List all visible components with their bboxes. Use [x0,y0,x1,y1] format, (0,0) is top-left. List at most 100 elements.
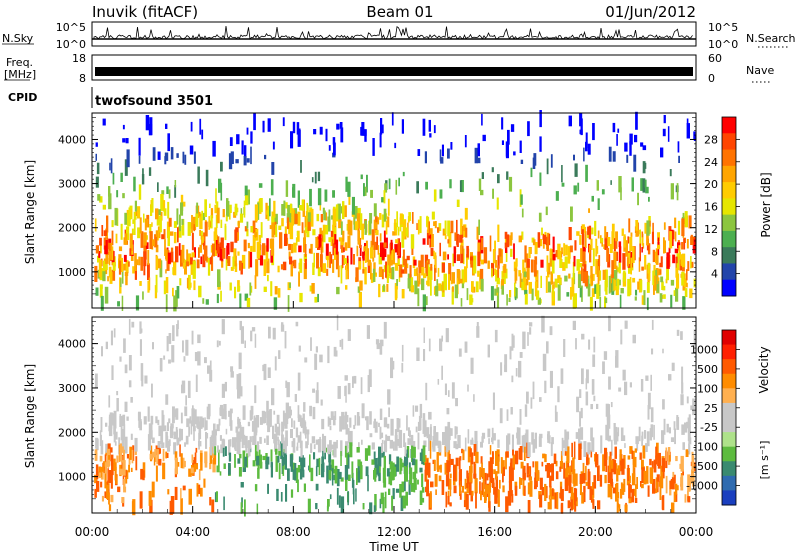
heatmap-cell [122,124,125,130]
heatmap-cell [562,440,566,448]
heatmap-cell [394,283,398,301]
heatmap-cell [278,423,281,436]
heatmap-cell [600,435,603,454]
heatmap-cell [268,409,272,428]
heatmap-cell [104,470,107,489]
heatmap-cell [235,426,239,433]
heatmap-cell [369,502,373,515]
heatmap-cell [228,153,233,170]
heatmap-cell [360,213,363,231]
heatmap-cell [181,384,185,394]
heatmap-cell [494,268,497,275]
heatmap-cell [334,248,337,260]
heatmap-cell [113,328,116,338]
heatmap-cell [613,238,616,252]
heatmap-cell [185,261,190,267]
heatmap-cell [404,466,407,482]
heatmap-cell [133,176,136,192]
heatmap-cell [687,426,691,442]
heatmap-cell [660,147,664,158]
heatmap-cell [201,210,203,221]
heatmap-cell [110,494,114,503]
heatmap-cell [347,428,350,444]
heatmap-cell [640,483,644,489]
heatmap-cell [679,259,681,271]
heatmap-cell [178,225,182,238]
heatmap-cell [616,482,619,498]
heatmap-cell [390,418,394,436]
heatmap-cell [324,189,328,202]
heatmap-cell [94,218,97,232]
heatmap-cell [378,422,380,427]
freq-units: [MHz] [4,68,36,81]
heatmap-cell [369,411,372,425]
heatmap-cell [345,474,348,491]
heatmap-cell [128,464,130,473]
heatmap-cell [233,255,237,267]
heatmap-cell [650,474,653,484]
heatmap-cell [145,242,149,249]
heatmap-cell [156,256,159,270]
heatmap-cell [638,426,641,442]
heatmap-cell [527,332,529,346]
heatmap-cell [226,243,230,255]
heatmap-cell [326,268,329,276]
heatmap-cell [518,360,522,378]
heatmap-cell [666,423,669,433]
heatmap-cell [508,297,511,302]
heatmap-cell [184,442,186,447]
heatmap-cell [539,433,543,439]
heatmap-cell [686,239,689,249]
heatmap-cell [281,421,285,432]
heatmap-cell [436,452,439,470]
heatmap-cell [470,490,474,496]
heatmap-cell [259,454,262,466]
heatmap-cell [546,236,549,251]
heatmap-cell [270,461,273,468]
heatmap-cell [641,431,644,441]
heatmap-cell [344,445,347,458]
heatmap-cell [541,487,545,496]
heatmap-cell [573,185,577,195]
heatmap-cell [299,258,303,273]
heatmap-cell [347,263,349,280]
heatmap-cell [581,224,585,234]
heatmap-cell [591,195,594,202]
heatmap-cell [296,231,299,236]
heatmap-cell [345,265,348,280]
heatmap-cell [273,410,276,415]
heatmap-cell [479,481,481,494]
heatmap-cell [687,490,689,501]
heatmap-cell [143,416,147,425]
heatmap-cell [356,447,360,453]
heatmap-cell [240,482,244,488]
heatmap-cell [460,239,464,250]
heatmap-cell [354,206,358,219]
heatmap-cell [166,221,170,239]
heatmap-cell [479,467,481,480]
heatmap-cell [617,267,621,272]
heatmap-cell [266,400,269,418]
heatmap-cell [563,339,566,357]
heatmap-cell [585,164,588,182]
heatmap-cell [246,221,249,229]
heatmap-cell [155,244,159,253]
heatmap-cell [158,458,162,466]
heatmap-cell [100,417,103,433]
heatmap-cell [238,467,242,477]
heatmap-cell [189,145,194,155]
heatmap-cell [216,340,219,348]
heatmap-cell [673,491,676,503]
heatmap-cell [596,403,599,409]
heatmap-cell [315,236,318,248]
colorbar-swatch [722,388,736,404]
heatmap-cell [275,426,279,436]
heatmap-cell [123,237,126,245]
heatmap-cell [238,352,242,370]
heatmap-cell [197,166,200,184]
heatmap-cell [482,468,485,481]
heatmap-cell [240,326,244,344]
heatmap-cell [214,204,218,214]
heatmap-cell [336,440,338,449]
